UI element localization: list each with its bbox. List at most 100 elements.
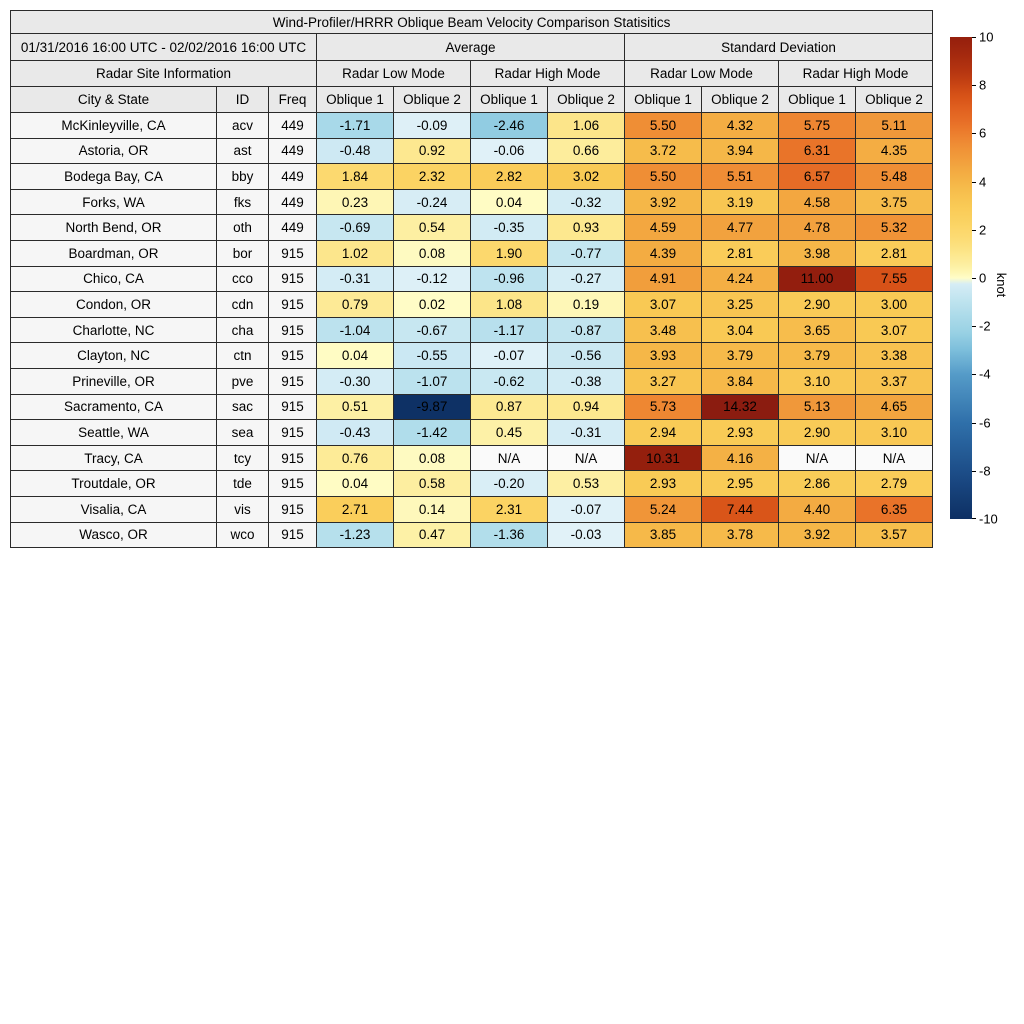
value-cell: -0.30 <box>316 367 394 395</box>
value-cell: 4.32 <box>701 112 779 139</box>
city-cell: Visalia, CA <box>10 495 217 523</box>
value-cell: 5.11 <box>854 112 934 139</box>
colorbar-tick-label: -4 <box>979 366 991 382</box>
colorbar-tick <box>972 85 976 87</box>
value-cell: 1.08 <box>470 291 548 318</box>
freq-cell: 915 <box>268 419 317 446</box>
average-group-header: Average <box>316 33 625 61</box>
value-cell: -0.27 <box>547 265 625 293</box>
freq-cell: 915 <box>268 521 317 549</box>
city-cell: Chico, CA <box>10 265 217 293</box>
value-cell: 2.90 <box>778 291 856 318</box>
value-cell: 7.55 <box>854 265 934 293</box>
site-id-cell: bby <box>216 163 269 190</box>
value-cell: 2.90 <box>778 419 856 446</box>
value-cell: -0.77 <box>547 239 625 267</box>
city-cell: Sacramento, CA <box>10 393 217 421</box>
site-id-cell: acv <box>216 112 269 139</box>
value-cell: N/A <box>778 444 856 472</box>
value-cell: 0.08 <box>393 239 471 267</box>
value-cell: -0.62 <box>470 367 548 395</box>
value-cell: 2.94 <box>624 419 702 446</box>
oblique2-header: Oblique 2 <box>701 86 779 113</box>
value-cell: 0.04 <box>316 342 394 369</box>
value-cell: 3.04 <box>701 316 779 344</box>
city-state-header: City & State <box>10 86 217 113</box>
value-cell: -0.38 <box>547 367 625 395</box>
site-id-cell: bor <box>216 239 269 267</box>
value-cell: 3.02 <box>547 163 625 190</box>
city-cell: Forks, WA <box>10 188 217 216</box>
colorbar-unit-label: knot <box>994 272 1009 298</box>
table-title: Wind-Profiler/HRRR Oblique Beam Velocity… <box>9 10 934 34</box>
velocity-comparison-table: Wind-Profiler/HRRR Oblique Beam Velocity… <box>9 10 934 549</box>
site-id-cell: vis <box>216 495 269 523</box>
oblique1-header: Oblique 1 <box>624 86 702 113</box>
value-cell: 3.37 <box>854 367 934 395</box>
avg-low-mode-header: Radar Low Mode <box>316 60 471 87</box>
oblique1-header: Oblique 1 <box>470 86 548 113</box>
table-row: Prineville, OR pve 915 -0.30 -1.07 -0.62 -0.38… <box>10 367 934 395</box>
sd-high-mode-header: Radar High Mode <box>777 60 934 87</box>
std-dev-group-header: Standard Deviation <box>623 33 934 61</box>
colorbar-tick-label: -8 <box>979 463 991 479</box>
value-cell: N/A <box>470 444 548 472</box>
freq-cell: 449 <box>268 112 317 139</box>
value-cell: 3.27 <box>624 367 702 395</box>
value-cell: 2.95 <box>701 470 779 497</box>
value-cell: 2.32 <box>393 163 471 190</box>
value-cell: 3.92 <box>624 188 702 216</box>
value-cell: 6.31 <box>778 137 856 165</box>
value-cell: 3.38 <box>854 342 934 369</box>
value-cell: 0.79 <box>316 291 394 318</box>
freq-cell: 915 <box>268 495 317 523</box>
site-info-header: Radar Site Information <box>10 60 317 87</box>
value-cell: 0.66 <box>547 137 625 165</box>
value-cell: -1.07 <box>393 367 471 395</box>
value-cell: 11.00 <box>778 265 856 293</box>
value-cell: -1.23 <box>316 521 394 549</box>
value-cell: 4.78 <box>778 214 856 241</box>
city-cell: Charlotte, NC <box>10 316 217 344</box>
value-cell: 4.35 <box>854 137 934 165</box>
value-cell: -0.48 <box>316 137 394 165</box>
value-cell: -0.96 <box>470 265 548 293</box>
avg-high-mode-header: Radar High Mode <box>470 60 625 87</box>
colorbar-tick <box>972 37 976 38</box>
value-cell: 5.50 <box>624 112 702 139</box>
value-cell: -0.07 <box>547 495 625 523</box>
site-id-cell: fks <box>216 188 269 216</box>
colorbar-tick-label: 10 <box>979 29 994 45</box>
site-id-cell: tcy <box>216 444 269 472</box>
table-row: Forks, WA fks 449 0.23 -0.24 0.04 -0.32 3.92 3.1… <box>10 188 934 216</box>
table-row: Boardman, OR bor 915 1.02 0.08 1.90 -0.77 4.39 2… <box>10 239 934 267</box>
value-cell: 4.77 <box>701 214 779 241</box>
value-cell: 5.13 <box>778 393 856 421</box>
value-cell: 5.73 <box>624 393 702 421</box>
value-cell: 3.07 <box>624 291 702 318</box>
value-cell: 0.08 <box>393 444 471 472</box>
value-cell: 5.51 <box>701 163 779 190</box>
site-id-cell: cco <box>216 265 269 293</box>
sd-low-mode-header: Radar Low Mode <box>624 60 779 87</box>
value-cell: -0.55 <box>393 342 471 369</box>
city-cell: Boardman, OR <box>10 239 217 267</box>
value-cell: 2.93 <box>624 470 702 497</box>
freq-cell: 915 <box>268 316 317 344</box>
value-cell: 0.04 <box>316 470 394 497</box>
value-cell: 0.47 <box>393 521 471 549</box>
table-row: Visalia, CA vis 915 2.71 0.14 2.31 -0.07 5.24 7.… <box>10 495 934 523</box>
colorbar-gradient <box>950 37 972 519</box>
table-row: Charlotte, NC cha 915 -1.04 -0.67 -1.17 -0.87 3… <box>10 316 934 344</box>
freq-cell: 915 <box>268 393 317 421</box>
oblique1-header: Oblique 1 <box>778 86 856 113</box>
value-cell: -0.03 <box>547 521 625 549</box>
table-row: Bodega Bay, CA bby 449 1.84 2.32 2.82 3.02 5.50… <box>10 163 934 190</box>
table-row: Tracy, CA tcy 915 0.76 0.08 N/A N/A 10.31 4.16 N/… <box>10 444 934 472</box>
value-cell: -0.69 <box>316 214 394 241</box>
colorbar: knot 10 8 6 4 2 0 -2 -4 -6 -8 -10 <box>950 30 1020 527</box>
table-row: Sacramento, CA sac 915 0.51 -9.87 0.87 0.94 5.7… <box>10 393 934 421</box>
value-cell: 4.58 <box>778 188 856 216</box>
freq-cell: 915 <box>268 291 317 318</box>
colorbar-tick-label: -2 <box>979 318 991 334</box>
